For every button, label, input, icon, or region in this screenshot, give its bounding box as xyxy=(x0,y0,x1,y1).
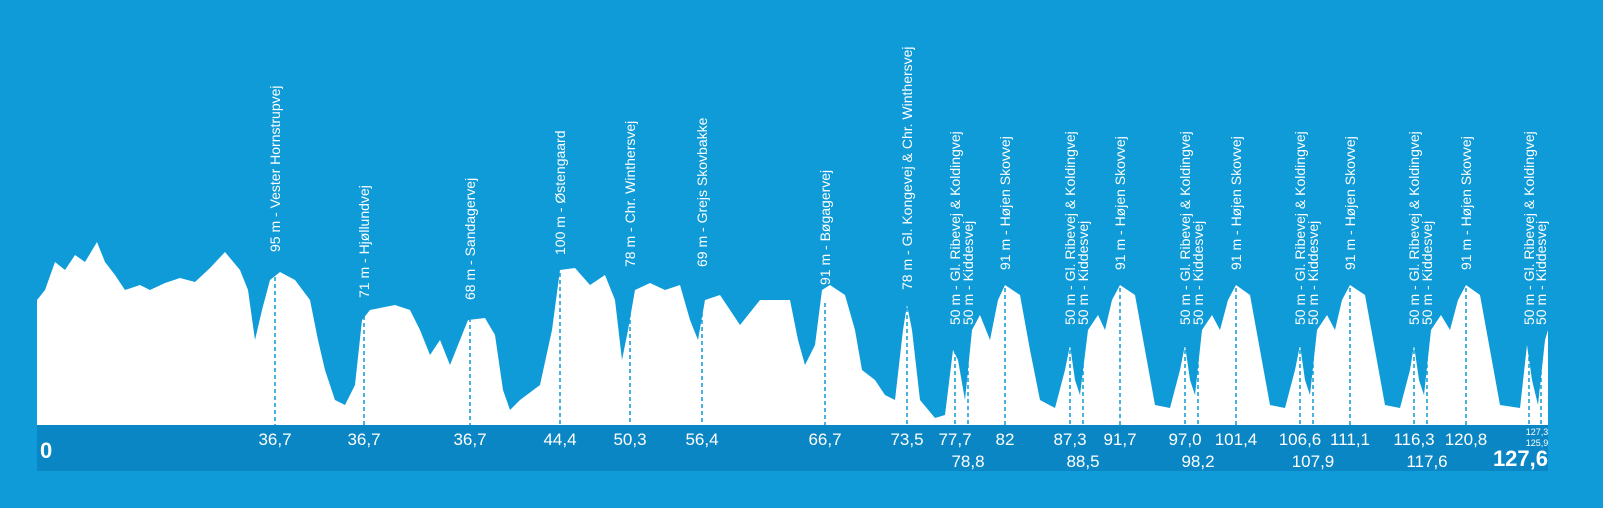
climb-km: 36,7 xyxy=(347,430,380,449)
climb-km: 36,7 xyxy=(453,430,486,449)
climb-km: 78,8 xyxy=(951,452,984,471)
finish-km: 127,6 xyxy=(1493,446,1548,471)
climb-km: 56,4 xyxy=(685,430,718,449)
start-km: 0 xyxy=(40,438,52,463)
climb-km: 106,6 xyxy=(1279,430,1322,449)
climb-km: 117,6 xyxy=(1406,452,1447,471)
climb-label: 91 m - Højen Skovvej xyxy=(1112,136,1128,270)
climb-label: 50 m - Kiddesvej xyxy=(1075,221,1091,325)
climb-km: 88,5 xyxy=(1066,452,1099,471)
climb-label: 50 m - Kiddesvej xyxy=(1190,221,1206,325)
climb-label: 95 m - Vester Hornstrupvej xyxy=(267,85,283,252)
climb-label: 68 m - Sandagervej xyxy=(462,178,478,300)
climb-km: 127,3 xyxy=(1526,427,1549,437)
climb-label: 50 m - Gl. Ribevej & Koldingvej xyxy=(1062,131,1078,325)
climb-km: 44,4 xyxy=(543,430,576,449)
climb-label: 50 m - Gl. Ribevej & Koldingvej xyxy=(947,131,963,325)
climb-label: 50 m - Kiddesvej xyxy=(1305,221,1321,325)
climb-label: 78 m - Chr. Winthersvej xyxy=(622,121,638,267)
climb-km: 98,2 xyxy=(1181,452,1214,471)
climb-label: 50 m - Gl. Ribevej & Koldingvej xyxy=(1292,131,1308,325)
climb-km: 101,4 xyxy=(1215,430,1258,449)
climb-label: 91 m - Højen Skovvej xyxy=(997,136,1013,270)
climb-km: 97,0 xyxy=(1168,430,1201,449)
climb-label: 91 m - Højen Skovvej xyxy=(1342,136,1358,270)
climb-km: 50,3 xyxy=(613,430,646,449)
climb-label: 50 m - Kiddesvej xyxy=(960,221,976,325)
climb-km: 120,8 xyxy=(1445,430,1488,449)
climb-km: 87,3 xyxy=(1053,430,1086,449)
climb-label: 91 m - Højen Skovvej xyxy=(1458,136,1474,270)
climb-label: 50 m - Gl. Ribevej & Koldingvej xyxy=(1177,131,1193,325)
climb-km: 73,5 xyxy=(890,430,923,449)
climb-label: 50 m - Kiddesvej xyxy=(1419,221,1435,325)
climb-label: 69 m - Grejs Skovbakke xyxy=(694,117,710,267)
climb-label: 100 m - Østengaard xyxy=(552,130,568,255)
climb-label: 50 m - Gl. Ribevej & Koldingvej xyxy=(1406,131,1422,325)
climb-km: 77,7 xyxy=(938,430,971,449)
climb-km: 91,7 xyxy=(1103,430,1136,449)
climb-km: 107,9 xyxy=(1292,452,1335,471)
climb-km: 36,7 xyxy=(258,430,291,449)
climb-km: 111,1 xyxy=(1330,430,1370,449)
distance-bar xyxy=(37,425,1548,471)
climb-label: 50 m - Gl. Ribevej & Koldingvej xyxy=(1521,131,1537,325)
elevation-profile xyxy=(37,242,1548,425)
climb-label: 78 m - Gl. Kongevej & Chr. Winthersvej xyxy=(899,46,915,290)
climb-km: 116,3 xyxy=(1393,430,1434,449)
climb-label: 91 m - Højen Skovvej xyxy=(1228,136,1244,270)
climb-label: 71 m - Hjøllundvej xyxy=(356,185,372,298)
climb-km: 66,7 xyxy=(808,430,841,449)
climb-km: 125,9 xyxy=(1526,438,1549,448)
climb-label: 91 m - Bøgagervej xyxy=(817,170,833,285)
climb-label: 50 m - Kiddesvej xyxy=(1533,221,1549,325)
climb-km: 82 xyxy=(996,430,1015,449)
